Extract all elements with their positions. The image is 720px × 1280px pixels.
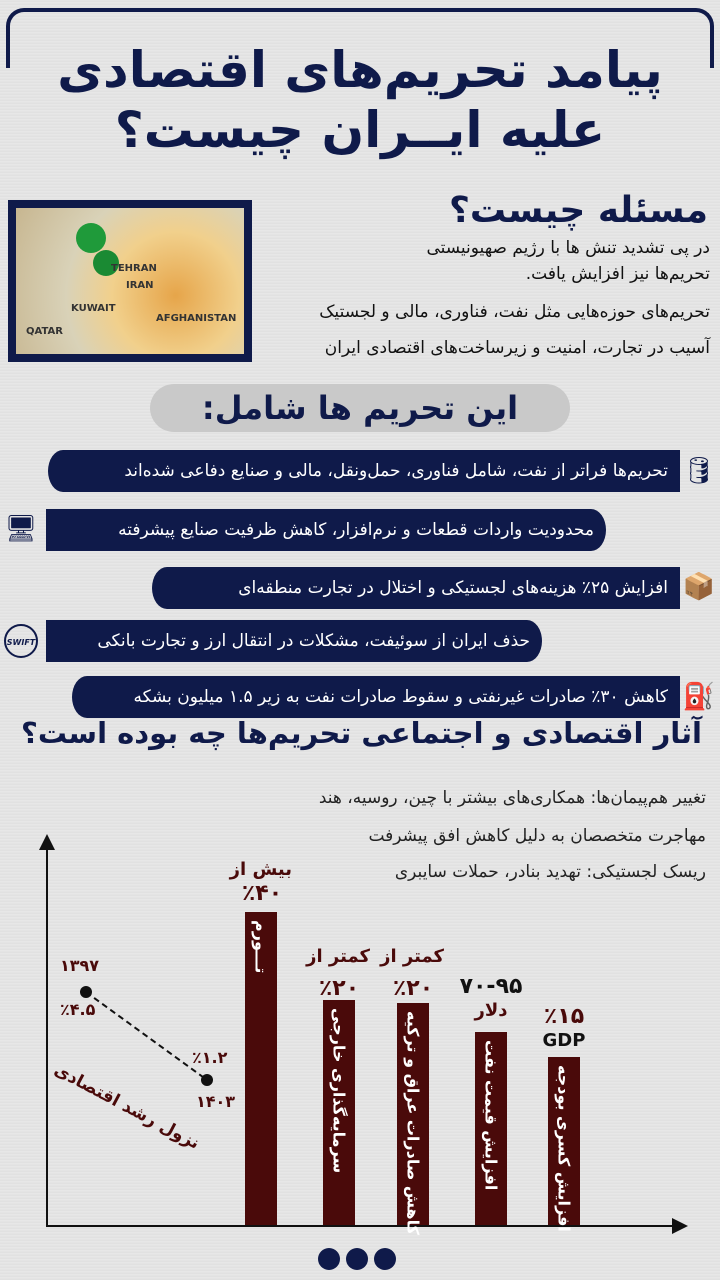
sanction-item: تحریم‌ها فراتر از نفت، شامل فناوری، حمل‌… — [48, 450, 680, 492]
value-label: ٪۱۵ GDP — [542, 1004, 586, 1052]
value-label: ۷۰-۹۵ دلار — [459, 974, 523, 1022]
box-dollar-icon: 📦 — [682, 572, 716, 602]
sanction-item: کاهش ۳۰٪ صادرات غیرنفتی و سقوط صادرات نف… — [72, 676, 680, 718]
map-label: IRAN — [126, 280, 154, 291]
intro-line: در پی تشدید تنش ها با رژیم صهیونیستی — [426, 238, 710, 258]
intro-line: تحریم‌ها نیز افزایش یافت. — [525, 264, 710, 284]
title-line1: پیامد تحریم‌های اقتصادی — [57, 41, 663, 99]
pushpin-icon — [76, 223, 106, 253]
oil-export-icon: ⛽ — [682, 682, 716, 712]
x-axis — [46, 1225, 676, 1227]
top-frame — [6, 8, 714, 68]
map-label: AFGHANISTAN — [156, 313, 237, 324]
intro-heading: مسئله چیست؟ — [449, 190, 708, 231]
effects-heading: آثار اقتصادی و اجتماعی تحریم‌ها چه بوده … — [21, 716, 702, 750]
title-line2: علیه ایــران چیست؟ — [114, 101, 606, 159]
bar-foreign-investment: سرمایه‌گذاری خارجی — [323, 1000, 355, 1225]
value-label: کمتر از ٪۲۰ — [380, 946, 444, 1001]
growth-year: ۱۳۹۷ — [60, 956, 100, 975]
intro-line: تحریم‌های حوزه‌هایی مثل نفت، فناوری، مال… — [319, 302, 710, 322]
oil-barrel-icon: 🛢 — [682, 456, 716, 486]
sanctions-heading: این تحریم ها شامل: — [150, 384, 570, 432]
y-axis-arrow-icon — [39, 834, 55, 850]
value-label: کمتر از ٪۲۰ — [306, 946, 370, 1001]
effect-line: مهاجرت متخصصان به دلیل کاهش افق پیشرفت — [368, 826, 706, 846]
chart: تـــورم سرمایه‌گذاری خارجی کاهش صادرات ع… — [0, 830, 720, 1280]
sanction-item: حذف ایران از سوئیفت، مشکلات در انتقال ار… — [46, 620, 542, 662]
x-axis-arrow-icon — [672, 1218, 688, 1234]
computer-gear-icon: 🖥 — [4, 514, 38, 544]
value-label: بیش از ٪۴۰ — [229, 859, 292, 906]
swift-globe-icon: SWIFT — [4, 624, 38, 658]
growth-value: ٪۱.۲ — [192, 1048, 228, 1067]
y-axis — [46, 845, 48, 1227]
growth-line — [85, 991, 208, 1081]
bar-oil-price: افزایش قیمت نفت — [475, 1032, 507, 1225]
growth-value: ٪۴.۵ — [60, 1000, 96, 1019]
map-label: KUWAIT — [71, 303, 116, 314]
bar-budget-deficit: افزایش کسری بودجه — [548, 1057, 580, 1232]
growth-point — [80, 986, 92, 998]
intro-line: آسیب در تجارت، امنیت و زیرساخت‌های اقتصا… — [324, 338, 710, 358]
growth-year: ۱۴۰۳ — [196, 1092, 236, 1111]
growth-point — [201, 1074, 213, 1086]
effect-line: تغییر هم‌پیمان‌ها: همکاری‌های بیشتر با چ… — [318, 788, 706, 808]
bar-exports-iraq-turkey: کاهش صادرات عراق و ترکیه — [397, 1003, 429, 1235]
sanction-item: محدودیت واردات قطعات و نرم‌افزار، کاهش ظ… — [46, 509, 606, 551]
more-dots — [318, 1248, 396, 1270]
bar-inflation: تـــورم — [245, 912, 277, 1225]
map-label: TEHRAN — [111, 263, 157, 274]
map-image: TEHRAN IRAN KUWAIT QATAR AFGHANISTAN — [8, 200, 252, 362]
sanction-item: افزایش ۲۵٪ هزینه‌های لجستیکی و اختلال در… — [152, 567, 680, 609]
effect-line: ریسک لجستیکی: تهدید بنادر، حملات سایبری — [394, 862, 706, 882]
map-label: QATAR — [26, 326, 63, 337]
